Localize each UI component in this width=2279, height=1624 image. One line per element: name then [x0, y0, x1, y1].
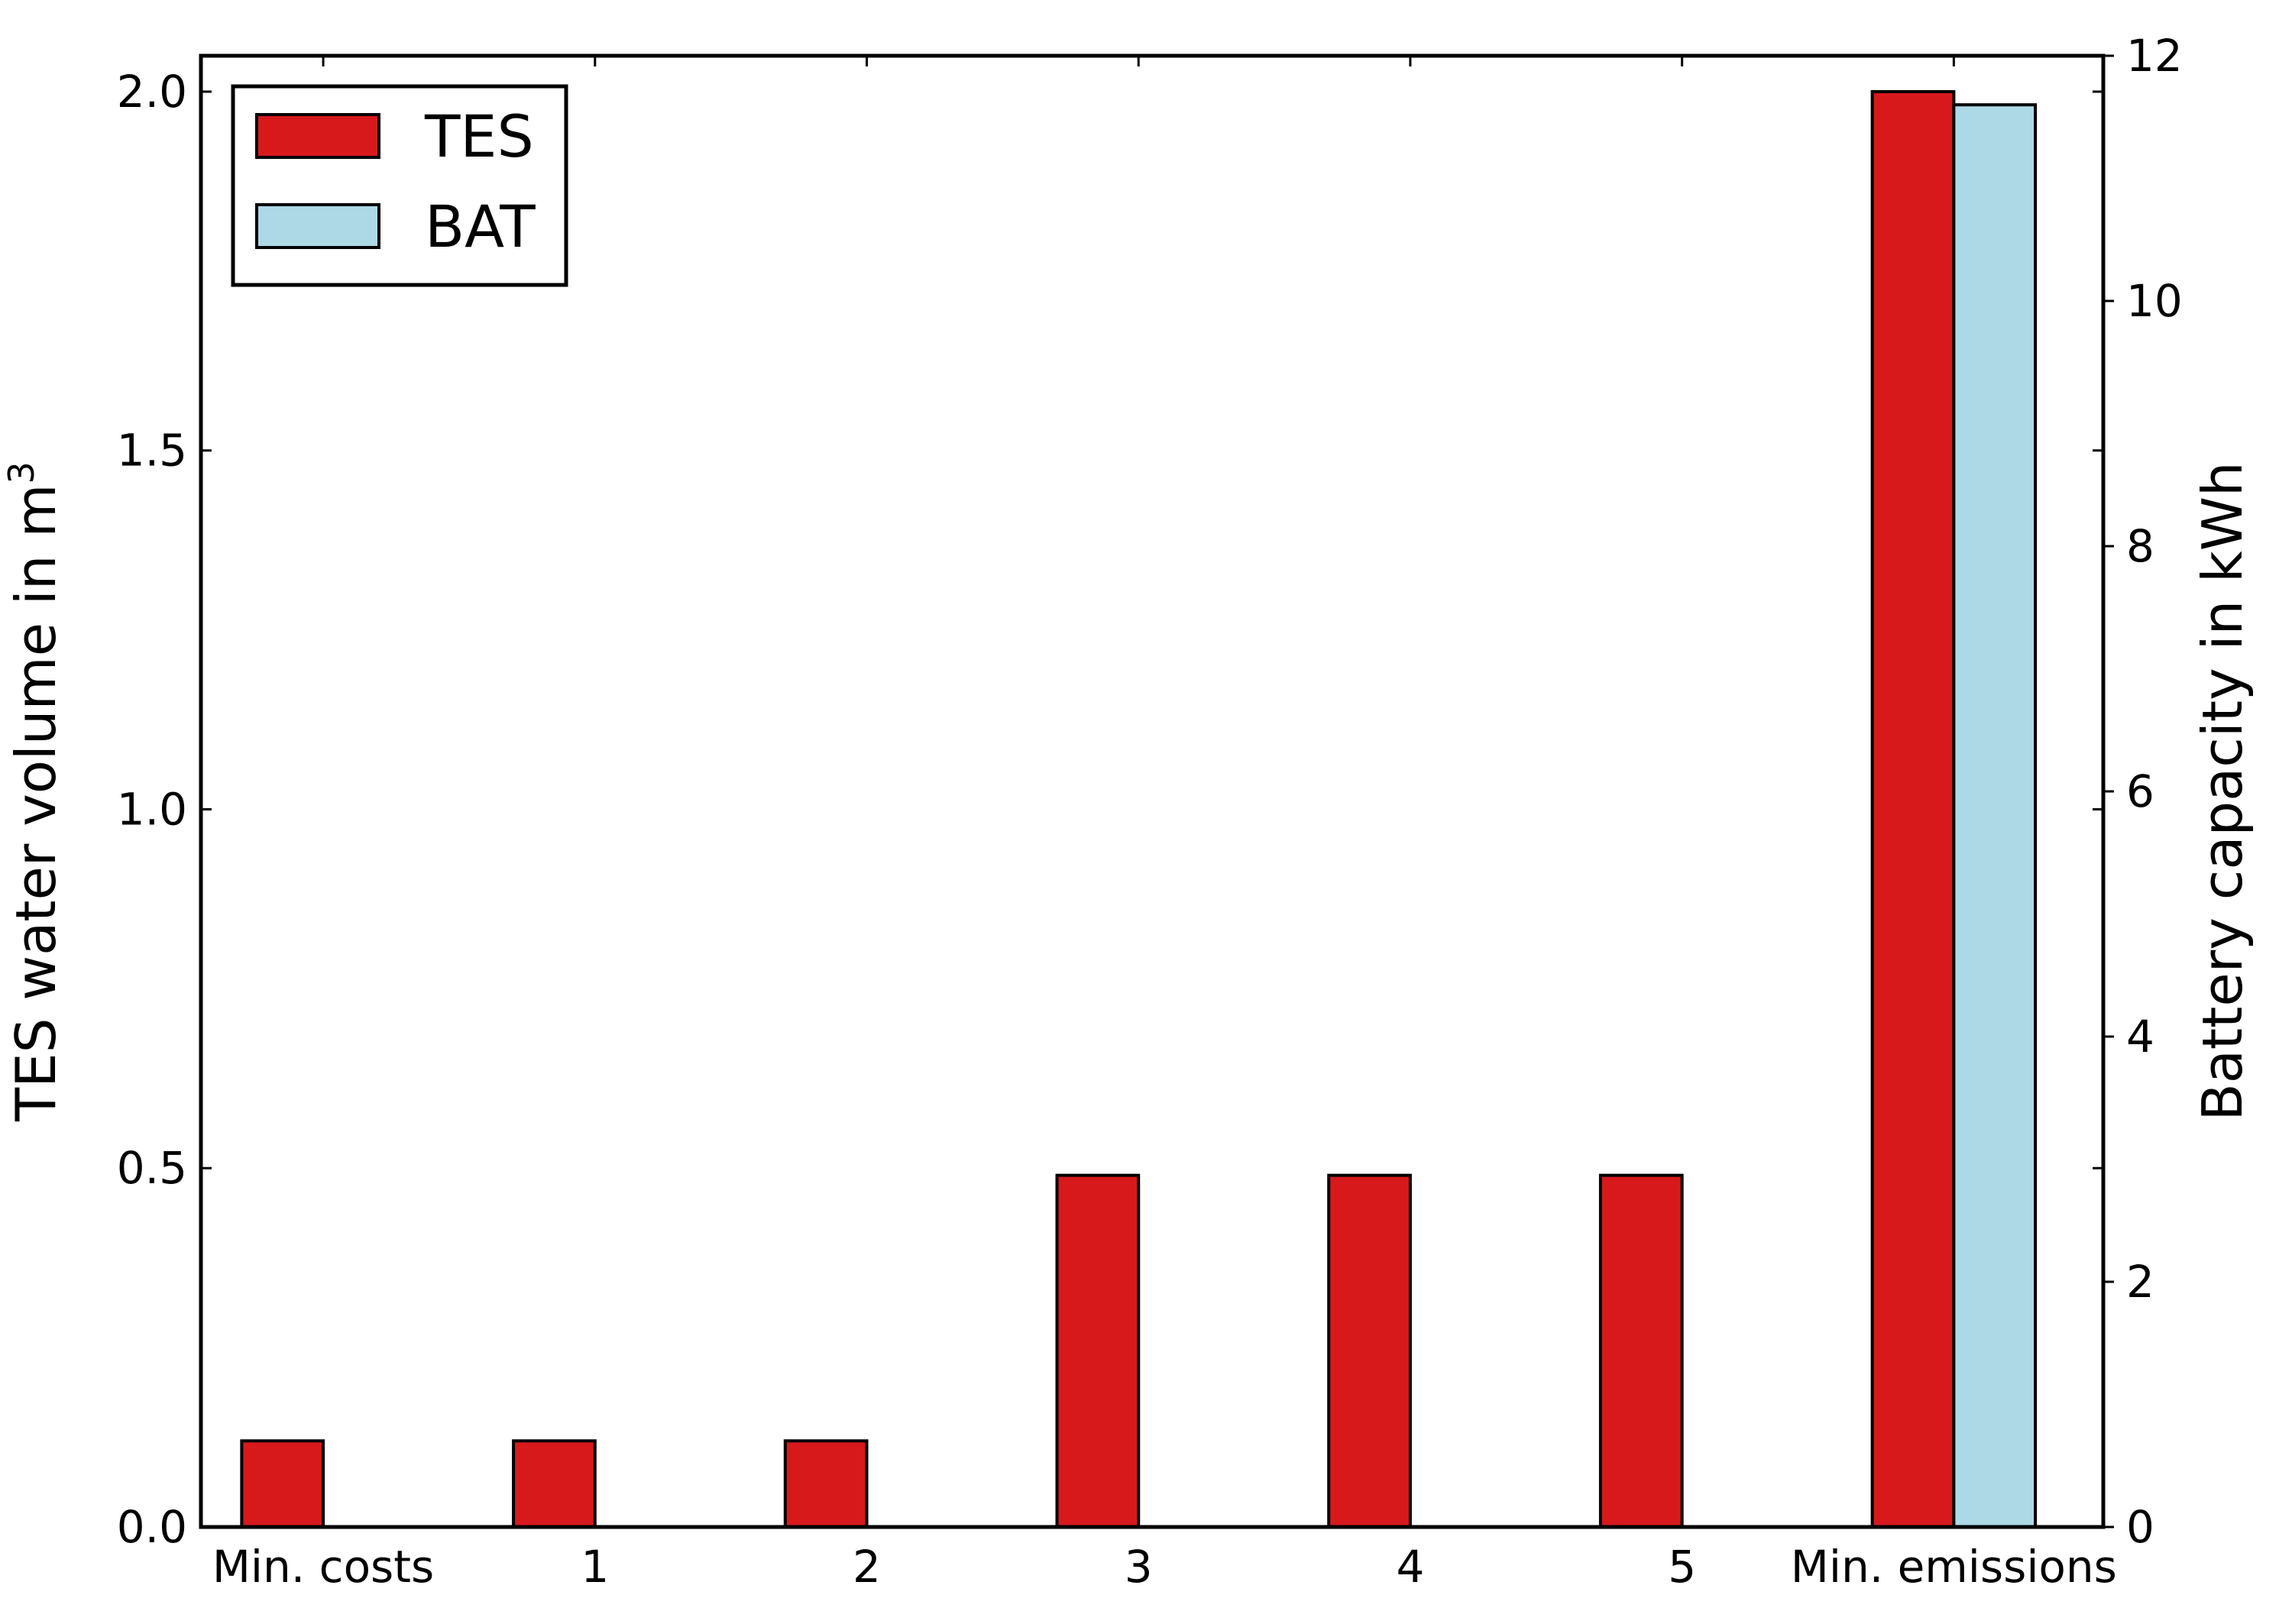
- x-tick-label: 2: [853, 1541, 881, 1593]
- right-tick-label: 6: [2126, 765, 2154, 817]
- right-tick-label: 2: [2126, 1256, 2154, 1308]
- x-tick-label: Min. emissions: [1791, 1541, 2117, 1593]
- left-tick-label: 1.0: [117, 783, 187, 835]
- bar-tes: [1055, 1173, 1141, 1529]
- legend-swatch-bat: [255, 203, 380, 249]
- left-axis-title-text: TES water volume in m: [4, 484, 68, 1121]
- x-tick-label: 4: [1396, 1541, 1424, 1593]
- left-axis-title: TES water volume in m3: [1, 461, 68, 1122]
- bar-tes: [512, 1439, 597, 1529]
- bar-bat: [1952, 103, 2038, 1529]
- right-tick-label: 10: [2126, 275, 2183, 327]
- x-tick-label: 3: [1125, 1541, 1153, 1593]
- left-tick-label: 2.0: [117, 66, 187, 118]
- right-tick-label: 0: [2126, 1501, 2154, 1553]
- legend-swatch-tes: [255, 113, 380, 159]
- right-tick-label: 8: [2126, 520, 2154, 572]
- legend-label-bat: BAT: [425, 192, 536, 260]
- x-tick-label: 1: [581, 1541, 609, 1593]
- legend: TES BAT: [231, 84, 568, 287]
- right-axis-title: Battery capacity in kWh: [2190, 461, 2255, 1121]
- right-tick-label: 4: [2126, 1011, 2154, 1063]
- bars-layer: [240, 89, 2038, 1529]
- bar-tes: [1870, 89, 1956, 1529]
- left-tick-label: 0.0: [117, 1501, 187, 1553]
- bar-tes: [783, 1439, 869, 1529]
- left-tick-label: 1.5: [117, 425, 187, 477]
- legend-label-tes: TES: [424, 102, 534, 170]
- bar-tes: [1327, 1173, 1412, 1529]
- left-axis-title-superscript: 3: [1, 461, 42, 484]
- left-tick-label: 0.5: [117, 1142, 187, 1194]
- x-tick-label: Min. costs: [212, 1541, 434, 1593]
- right-tick-label: 12: [2126, 30, 2183, 82]
- bar-tes: [240, 1439, 325, 1529]
- bar-tes: [1598, 1173, 1684, 1529]
- x-tick-label: 5: [1668, 1541, 1696, 1593]
